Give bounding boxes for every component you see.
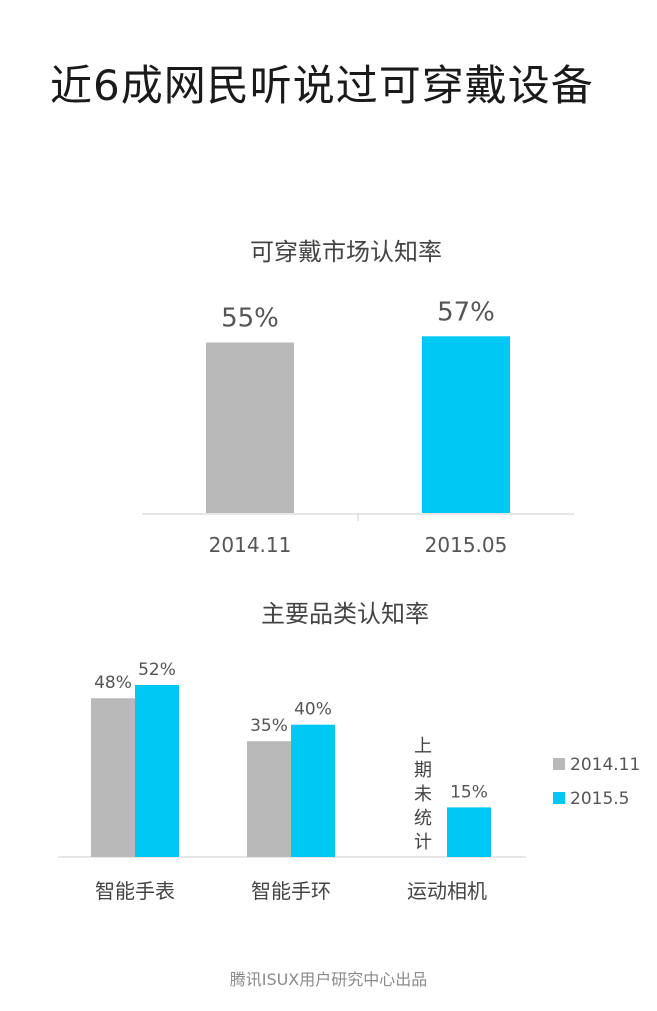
chart2-value-label: 40%: [294, 700, 332, 720]
chart2-value-label: 48%: [94, 673, 132, 693]
chart1-title: 可穿戴市场认知率: [250, 238, 442, 266]
chart2-bar-2015.5-智能手表: [135, 685, 179, 857]
chart2-title: 主要品类认知率: [261, 600, 429, 628]
chart2-marks: 48% 52% 智能手表 35% 40% 智能手环 15% 运动相机 上期未统计: [91, 660, 491, 903]
page-headline: 近6成网民听说过可穿戴设备: [50, 61, 594, 110]
chart1-value-label: 55%: [221, 304, 279, 334]
chart2-value-label: 52%: [138, 660, 176, 680]
chart2-bar-2014.11-智能手环: [247, 741, 291, 857]
chart1-marks: 55% 2014.11 57% 2015.05: [206, 297, 510, 557]
chart1-bar-2014.11: [206, 342, 294, 513]
chart2-category-label: 运动相机: [407, 879, 487, 903]
chart2-legend: 2014.11 2015.5: [553, 755, 640, 809]
chart1-category-label: 2015.05: [425, 533, 508, 557]
chart1-bar-2015.05: [422, 336, 510, 513]
chart2-annotation: 上期未统计: [414, 736, 432, 853]
chart2-value-label: 35%: [250, 716, 288, 736]
footer-credit: 腾讯ISUX用户研究中心出品: [229, 970, 428, 989]
chart2-bar-2014.11-智能手表: [91, 698, 135, 857]
chart2-bar-2015.5-智能手环: [291, 724, 335, 857]
chart2-category-label: 智能手环: [251, 879, 331, 903]
chart2-category-label: 智能手表: [95, 879, 175, 903]
legend-label: 2014.11: [570, 755, 640, 775]
chart1-value-label: 57%: [437, 297, 495, 327]
legend-swatch-2015.5: [553, 792, 565, 804]
legend-swatch-2014.11: [553, 758, 565, 770]
chart2-value-label: 15%: [450, 782, 488, 802]
chart1-category-label: 2014.11: [209, 533, 292, 557]
legend-label: 2015.5: [570, 789, 629, 809]
chart2-bar-2015.5-运动相机: [447, 807, 491, 857]
